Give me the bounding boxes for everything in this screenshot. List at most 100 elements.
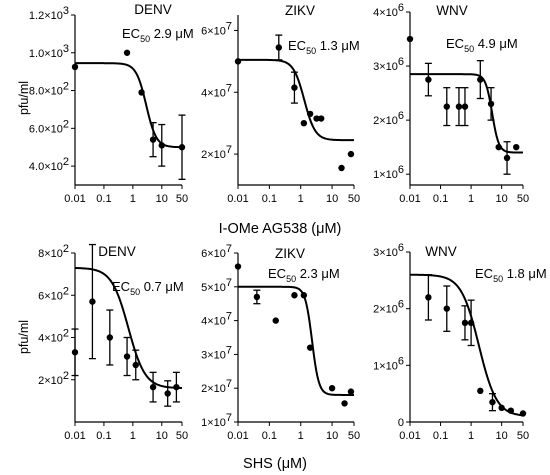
panel-1-data-point xyxy=(123,49,131,56)
panel-6-data-point xyxy=(507,407,515,414)
y-tick-times-ten: ×10 xyxy=(44,48,63,60)
panel-2-fit-curve xyxy=(238,58,354,142)
y-tick-mantissa: 3 xyxy=(373,61,379,73)
panel-4-data-point xyxy=(164,390,171,397)
y-tick-mantissa: 4 xyxy=(373,7,379,19)
y-tick-mantissa: 1 xyxy=(373,169,379,181)
y-tick-mantissa: 4 xyxy=(201,316,207,328)
panel-4-x-tick-label: 0.1 xyxy=(96,430,111,442)
panel-1-data-point xyxy=(71,63,79,71)
panel-5-x-tick-label: 0.1 xyxy=(262,430,277,442)
y-tick-mantissa: 4.0 xyxy=(29,161,44,173)
panel-5-data-point xyxy=(291,292,298,299)
panel-3-y-tick-label: 4×106 xyxy=(373,2,404,19)
panel-6-x-tick-label: 1 xyxy=(468,430,474,442)
panel-5-y-tick-label: 4×107 xyxy=(201,311,232,328)
y-tick-mantissa: 3 xyxy=(201,349,207,361)
panel-5-data-point xyxy=(234,263,242,270)
panel-3-data-point xyxy=(503,154,511,162)
y-tick-mantissa: 2 xyxy=(201,383,207,395)
ec50-subscript: 50 xyxy=(306,46,316,56)
y-tick-mantissa: 2 xyxy=(373,304,379,316)
panel-1-data-point xyxy=(138,89,145,96)
panel-3-data-point xyxy=(477,76,484,83)
panel-6-y-tick-label: 3×106 xyxy=(373,242,404,259)
y-tick-times-ten: ×10 xyxy=(44,86,63,98)
panel-2-data-point xyxy=(275,44,283,51)
y-tick-mantissa: 6 xyxy=(201,25,207,37)
y-tick-times-ten: ×10 xyxy=(207,316,226,328)
panel-1-y-tick-label: 1.2×103 xyxy=(29,5,69,22)
panel-5-ec50-label: EC50 2.3 μM xyxy=(268,266,340,284)
y-tick-times-ten: ×10 xyxy=(44,333,63,345)
panel-3-data-point xyxy=(425,76,432,83)
panel-1-x-tick-label: 50 xyxy=(176,193,188,205)
panel-1-data-point xyxy=(178,144,186,151)
y-tick-times-ten: ×10 xyxy=(379,304,398,316)
y-tick-times-ten: ×10 xyxy=(207,349,226,361)
y-tick-exponent: 2 xyxy=(63,156,69,168)
panel-3-x-tick-label: 50 xyxy=(517,193,529,205)
panel-3-x-tick-label: 0.01 xyxy=(399,193,420,205)
panel-2-y-tick-label: 4×107 xyxy=(201,82,232,99)
panel-5-y-tick-label: 6×107 xyxy=(201,243,232,260)
panel-4-data-point xyxy=(106,334,114,341)
y-tick-exponent: 7 xyxy=(226,344,232,356)
panel-2-data-point xyxy=(306,110,314,118)
y-tick-times-ten: ×10 xyxy=(207,87,226,99)
panel-5-y-tick-label: 2×107 xyxy=(201,378,232,395)
ec50-value: 1.8 μM xyxy=(507,266,547,281)
panel-6-data-point xyxy=(489,398,496,406)
y-tick-mantissa: 1 xyxy=(373,360,379,372)
y-tick-times-ten: ×10 xyxy=(379,115,398,127)
y-tick-exponent: 7 xyxy=(226,311,232,323)
panel-4-x-tick-label: 50 xyxy=(176,430,188,442)
y-tick-times-ten: ×10 xyxy=(44,123,63,135)
ec50-prefix: EC xyxy=(288,38,306,53)
ec50-value: 1.3 μM xyxy=(320,38,360,53)
panel-5-data-point xyxy=(347,388,355,395)
panel-4-data-point xyxy=(123,353,131,360)
y-tick-mantissa: 1 xyxy=(201,417,207,429)
y-tick-mantissa: 2 xyxy=(373,115,379,127)
panel-4-data-point xyxy=(89,298,96,305)
panel-2-x-tick-label: 50 xyxy=(348,193,360,205)
panel-2-virus-label: ZIKV xyxy=(285,3,315,18)
panel-6-x-tick-label: 0.1 xyxy=(433,430,448,442)
ec50-value: 2.3 μM xyxy=(300,266,340,281)
y-tick-exponent: 7 xyxy=(226,243,232,255)
panel-2-x-tick-label: 1 xyxy=(298,193,304,205)
ec50-subscript: 50 xyxy=(493,274,503,284)
y-tick-exponent: 3 xyxy=(63,43,69,55)
y-tick-exponent: 6 xyxy=(398,355,404,367)
panel-4-x-tick-label: 0.01 xyxy=(64,430,85,442)
y-tick-times-ten: ×10 xyxy=(379,360,398,372)
panel-5-x-tick-label: 0.01 xyxy=(227,430,248,442)
panel-6-data-point xyxy=(498,404,505,412)
panel-1-ec50-label: EC50 2.9 μM xyxy=(122,26,194,44)
panel-3-x-tick-label: 0.1 xyxy=(433,193,448,205)
panel-2-data-point xyxy=(318,115,325,122)
panel-4-y-tick-label: 8×102 xyxy=(38,243,69,260)
panel-5-y-tick-label: 1×107 xyxy=(201,412,232,429)
y-tick-exponent: 7 xyxy=(226,277,232,289)
panel-6-x-tick-label: 0.01 xyxy=(399,430,420,442)
panel-4-data-point xyxy=(173,383,180,391)
x-axis-label-row-2: SHS (μM) xyxy=(243,456,307,472)
panel-5-x-tick-label: 50 xyxy=(348,430,360,442)
panel-3-virus-label: WNV xyxy=(436,3,468,18)
panel-5-y-tick-label: 3×107 xyxy=(201,344,232,361)
panel-1-data-point xyxy=(158,142,165,149)
panel-6-data-point xyxy=(461,319,469,327)
y-tick-exponent: 6 xyxy=(398,2,404,14)
ec50-subscript: 50 xyxy=(140,34,150,44)
panel-1-virus-label: DENV xyxy=(134,2,172,17)
panel-6-y-tick-label: 2×106 xyxy=(373,299,404,316)
panel-1-data-point xyxy=(149,136,157,143)
y-tick-times-ten: ×10 xyxy=(379,247,398,259)
panel-3-x-tick-label: 10 xyxy=(496,193,508,205)
panel-1-y-tick-label: 1.0×103 xyxy=(29,43,69,60)
y-tick-mantissa: 8.0 xyxy=(29,86,44,98)
panel-2-data-point xyxy=(291,84,298,91)
